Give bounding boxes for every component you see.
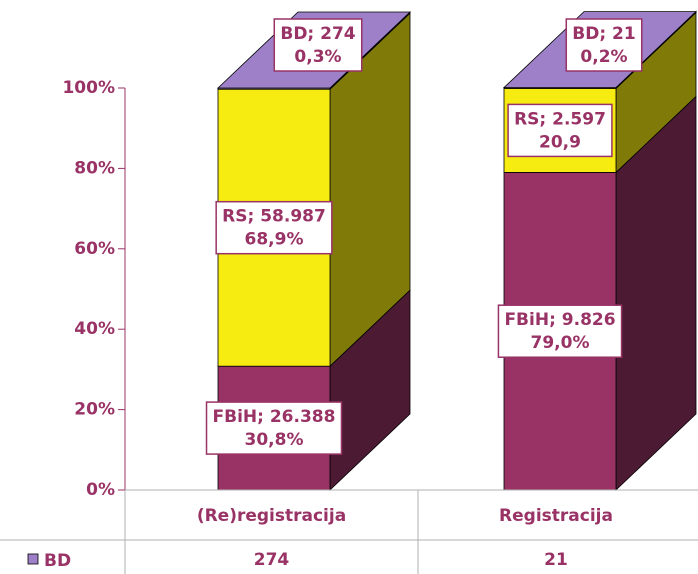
data-label-box [215, 200, 333, 255]
data-label-text: FBiH; 26.388 [213, 407, 336, 427]
y-tick-label: 100% [62, 78, 115, 98]
data-label-text: 68,9% [245, 230, 304, 250]
legend-label: BD [44, 551, 71, 571]
data-label: RS; 58.987 68,9% [215, 200, 333, 255]
data-label-text: BD; 274 [280, 24, 355, 44]
y-tick-label: 40% [74, 319, 115, 339]
data-label: FBiH; 26.388 30,8% [205, 401, 343, 455]
data-label-text: 79,0% [531, 333, 590, 353]
y-tick-label: 60% [74, 239, 115, 259]
data-label-text: RS; 2.597 [514, 109, 606, 129]
data-label-text: 20,9 [539, 132, 581, 152]
legend-key [27, 553, 39, 565]
data-label: BD; 21 0,2% [565, 18, 643, 72]
y-tick-label: 0% [86, 480, 115, 500]
data-label-box [273, 18, 363, 72]
x-tick-label: (Re)registracija [197, 506, 346, 526]
x-tick-label: Registracija [499, 506, 613, 526]
data-label-text: 30,8% [245, 430, 304, 450]
data-label-text: FBiH; 9.826 [504, 310, 615, 330]
data-label: BD; 274 0,3% [273, 18, 363, 72]
data-label-box [507, 103, 613, 158]
data-label: FBiH; 9.826 79,0% [497, 304, 623, 358]
table-cell: 274 [254, 550, 290, 570]
data-label-box [497, 304, 623, 358]
data-label-box [205, 401, 343, 455]
data-label-text: 0,2% [580, 47, 627, 67]
data-label-text: 0,3% [294, 47, 341, 67]
data-label-box [565, 18, 643, 72]
data-label-text: BD; 21 [572, 24, 635, 44]
table-cell: 21 [544, 550, 568, 570]
data-label-text: RS; 58.987 [222, 207, 326, 227]
y-tick-label: 20% [74, 400, 115, 420]
y-tick-label: 80% [74, 158, 115, 178]
data-label: RS; 2.597 20,9 [507, 103, 613, 158]
